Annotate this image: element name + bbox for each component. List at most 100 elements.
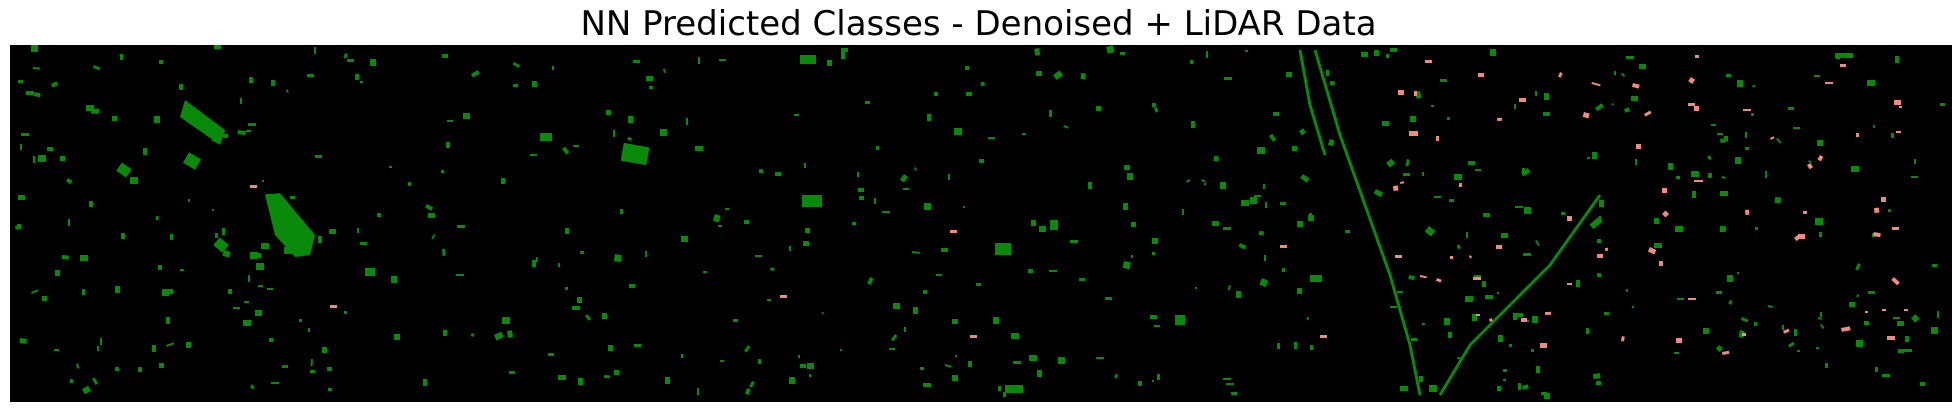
class-a-region [180,100,225,145]
class-a-patch [188,199,190,202]
class-b-patch [1419,275,1427,279]
class-a-patch [431,234,436,240]
class-a-patch [1515,206,1523,208]
class-a-patch [240,98,242,104]
class-b-patch [1582,112,1590,119]
class-a-patch [228,289,232,294]
class-a-patch [1138,381,1142,386]
class-a-patch [1498,335,1503,342]
class-a-patch [1403,173,1410,176]
class-a-patch [1236,291,1241,298]
class-b-patch [1891,276,1900,286]
class-a-patch [1031,220,1036,226]
class-b-patch [1409,131,1418,136]
class-a-patch [1891,133,1894,138]
class-a-patch [1397,291,1403,293]
class-a-patch [1639,64,1646,69]
class-a-patch [1751,113,1754,116]
class-a-region [620,142,650,166]
class-a-patch [1422,323,1425,325]
class-a-patch [1259,278,1269,288]
class-a-patch [92,65,101,71]
class-a-region [38,155,46,162]
class-a-patch [266,194,274,196]
class-a-patch [284,246,293,254]
class-a-patch [1152,103,1156,107]
class-a-patch [1776,137,1782,144]
class-a-patch [944,364,952,368]
class-a-patch [315,155,322,158]
class-a-patch [858,188,864,192]
class-a-patch [112,116,117,121]
class-a-patch [1238,242,1247,250]
class-a-patch [703,271,707,273]
class-a-patch [457,225,465,228]
class-a-patch [1096,357,1104,359]
class-a-patch [1497,386,1501,391]
class-a-patch [1674,352,1679,354]
class-a-region [1050,220,1058,230]
class-a-patch [1864,321,1869,325]
class-a-patch [1716,291,1722,294]
class-a-patch [1114,373,1118,379]
class-b-patch [1557,72,1563,78]
class-a-region [213,237,229,253]
class-a-patch [237,130,246,136]
class-b-patch [1476,314,1480,316]
class-b-patch [970,335,977,338]
class-a-patch [47,147,53,151]
class-b-patch [1567,216,1572,221]
class-a-patch [215,233,218,238]
class-a-patch [389,166,392,168]
class-a-patch [1386,54,1389,58]
class-a-patch [1793,127,1800,129]
class-a-patch [1754,322,1757,326]
class-a-patch [1887,209,1891,213]
class-b-patches [250,55,1908,355]
class-a-patch [1720,191,1728,196]
class-a-patch [532,260,536,267]
class-a-patch [115,367,119,371]
class-a-patch [211,135,220,144]
class-b-patch [1873,232,1881,238]
class-a-patch [1535,239,1540,247]
class-a-patch [1429,385,1437,392]
class-a-patch [1431,105,1434,107]
class-a-patch [1820,312,1822,317]
class-a-patch [1596,381,1601,385]
class-a-patch [1028,269,1033,273]
class-a-patch [391,276,397,283]
class-a-patch [1297,288,1302,294]
class-a-region [365,268,375,276]
class-a-patch [1465,296,1473,302]
class-b-patch [1803,211,1807,214]
class-a-patch [1226,383,1234,385]
class-a-patch [441,170,444,173]
class-a-patch [1150,315,1157,319]
class-a-patch [17,224,21,229]
class-a-patch [1740,317,1749,323]
class-a-patch [442,248,446,256]
class-a-region [116,162,132,178]
class-a-patch [628,116,633,123]
class-a-patch [1897,321,1904,326]
class-a-patch [377,213,381,217]
class-a-patch [1536,366,1540,373]
class-b-patch [1414,91,1417,96]
class-a-patch [1003,392,1006,397]
class-a-patch [222,228,225,235]
class-a-patch [343,53,348,59]
class-a-patch [1875,367,1878,372]
class-a-patch [1914,159,1916,164]
class-a-patch [1614,71,1616,75]
class-a-patch [1186,178,1191,183]
class-a-region [1175,315,1185,325]
class-b-patch [1605,247,1609,251]
class-a-patch [261,243,269,249]
class-a-patch [1424,226,1436,237]
class-a-patch [370,59,376,66]
class-a-patch [744,387,751,396]
class-b-patch [1478,73,1484,77]
class-a-patch [1911,176,1918,178]
class-a-patch [1466,232,1468,238]
